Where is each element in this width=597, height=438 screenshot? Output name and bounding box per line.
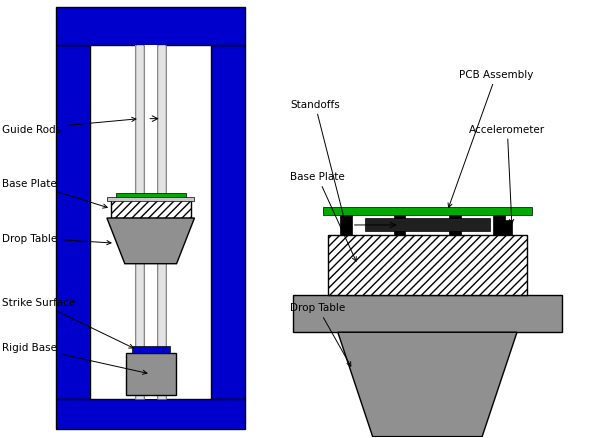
Polygon shape <box>338 332 517 437</box>
Text: Accelerometer: Accelerometer <box>469 124 545 224</box>
Bar <box>340 215 352 235</box>
Bar <box>56 8 245 46</box>
Text: Drop Table: Drop Table <box>2 233 111 245</box>
Bar <box>499 220 512 235</box>
Bar <box>293 295 562 332</box>
Bar <box>211 46 245 399</box>
Text: Drop Table: Drop Table <box>290 303 351 366</box>
Bar <box>111 200 190 219</box>
Bar <box>136 46 144 399</box>
Bar <box>132 346 170 353</box>
Bar <box>365 219 490 231</box>
Bar <box>450 215 461 235</box>
Bar <box>137 46 143 399</box>
Bar <box>126 353 176 395</box>
Bar <box>56 399 245 429</box>
Bar <box>116 194 186 200</box>
Text: Strike Surface: Strike Surface <box>2 298 133 348</box>
Bar <box>56 46 90 399</box>
Bar <box>107 198 195 201</box>
Bar <box>493 215 505 235</box>
Bar <box>159 46 165 399</box>
Bar <box>393 215 405 235</box>
Bar <box>323 208 532 215</box>
Text: Rigid Base: Rigid Base <box>2 343 147 374</box>
Polygon shape <box>107 219 195 264</box>
Text: Base Plate: Base Plate <box>290 172 356 261</box>
Bar <box>157 46 166 399</box>
Text: Standoffs: Standoffs <box>290 99 346 222</box>
Bar <box>328 235 527 295</box>
Text: PCB Assembly: PCB Assembly <box>448 70 534 208</box>
Bar <box>136 46 166 399</box>
Text: Guide Rods: Guide Rods <box>2 118 136 134</box>
Text: Base Plate: Base Plate <box>2 179 107 208</box>
